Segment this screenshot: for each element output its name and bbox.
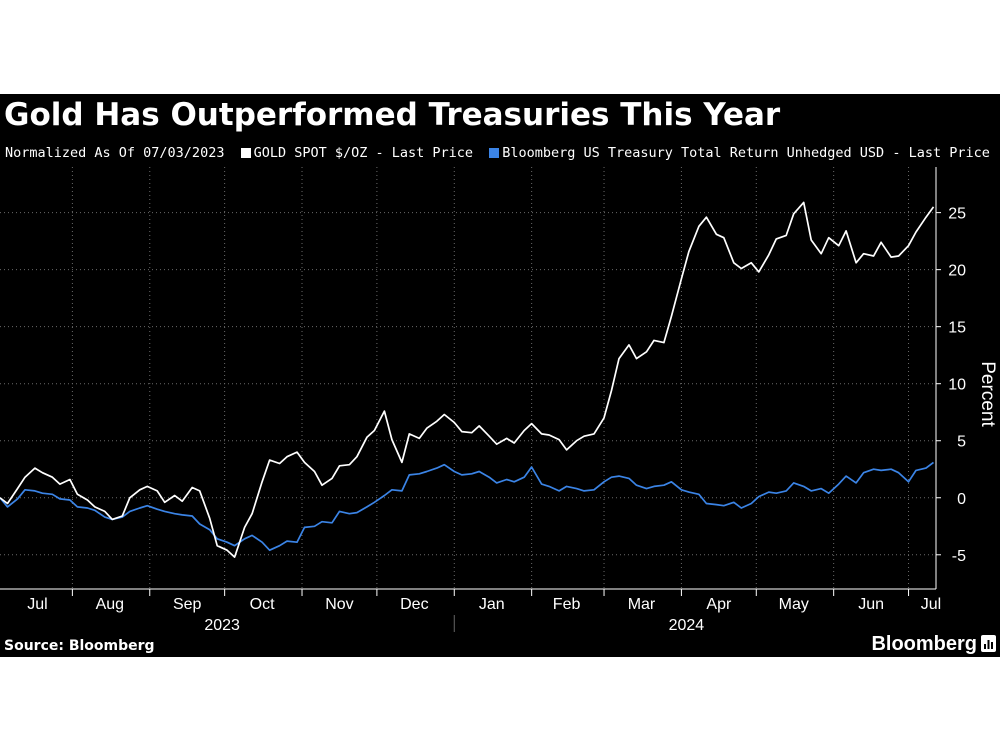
x-tick-label: Feb: [553, 596, 581, 613]
legend-item-gold: GOLD SPOT $/OZ - Last Price: [240, 143, 474, 163]
series-line-treasury: [0, 461, 935, 552]
x-tick-label: Aug: [96, 596, 124, 613]
series-line-gold: [0, 201, 935, 558]
y-axis-ticks: -5 0 5 10 15 20 25: [936, 206, 966, 565]
x-tick-label: Sep: [173, 596, 202, 613]
year-label: 2023: [204, 617, 240, 634]
y-tick-label: 10: [948, 377, 966, 394]
x-tick-label: Apr: [706, 596, 732, 613]
x-tick-label: Oct: [250, 596, 275, 613]
y-tick-label: 15: [948, 320, 966, 337]
brand-logo: Bloomberg: [871, 632, 996, 656]
y-tick-label: 5: [957, 434, 966, 451]
year-label: 2024: [669, 617, 705, 634]
y-axis-label: Percent: [977, 361, 998, 427]
x-tick-label: May: [779, 596, 809, 613]
x-tick-label: Jul: [27, 596, 47, 613]
x-tick-label: Jun: [858, 596, 884, 613]
source-note: Source: Bloomberg: [4, 638, 155, 654]
legend-note: Normalized As Of 07/03/2023: [5, 145, 225, 161]
chart-title: Gold Has Outperformed Treasuries This Ye…: [4, 97, 781, 133]
line-chart: -5 0 5 10 15 20 25 Jul Aug Sep Oct Nov Dec Jan Feb Mar…: [0, 167, 998, 634]
x-tick-label: Jul: [921, 596, 941, 613]
y-tick-label: 20: [948, 263, 966, 280]
grid-lines: [0, 167, 936, 589]
x-tick-label: Dec: [400, 596, 428, 613]
axes: [0, 167, 937, 590]
legend-swatch-treasury: [489, 148, 500, 158]
chart-legend: Normalized As Of 07/03/2023 GOLD SPOT $/…: [5, 143, 998, 163]
y-tick-label: 25: [948, 206, 966, 223]
legend-label-gold: GOLD SPOT $/OZ - Last Price: [253, 145, 474, 161]
x-tick-label: Mar: [628, 596, 656, 613]
legend-swatch-gold: [240, 148, 251, 158]
series-layer: [0, 201, 935, 558]
x-tick-label: Nov: [325, 596, 353, 613]
x-axis-ticks: Jul Aug Sep Oct Nov Dec Jan Feb Mar Apr May Jun Jul 2…: [27, 589, 941, 634]
y-tick-label: 0: [957, 491, 966, 508]
bloomberg-chart-icon: [981, 635, 996, 652]
legend-label-treasury: Bloomberg US Treasury Total Return Unhed…: [502, 145, 990, 161]
y-tick-label: -5: [952, 548, 966, 565]
x-tick-label: Jan: [479, 596, 505, 613]
legend-item-treasury: Bloomberg US Treasury Total Return Unhed…: [489, 143, 990, 163]
brand-name: Bloomberg: [871, 633, 977, 655]
